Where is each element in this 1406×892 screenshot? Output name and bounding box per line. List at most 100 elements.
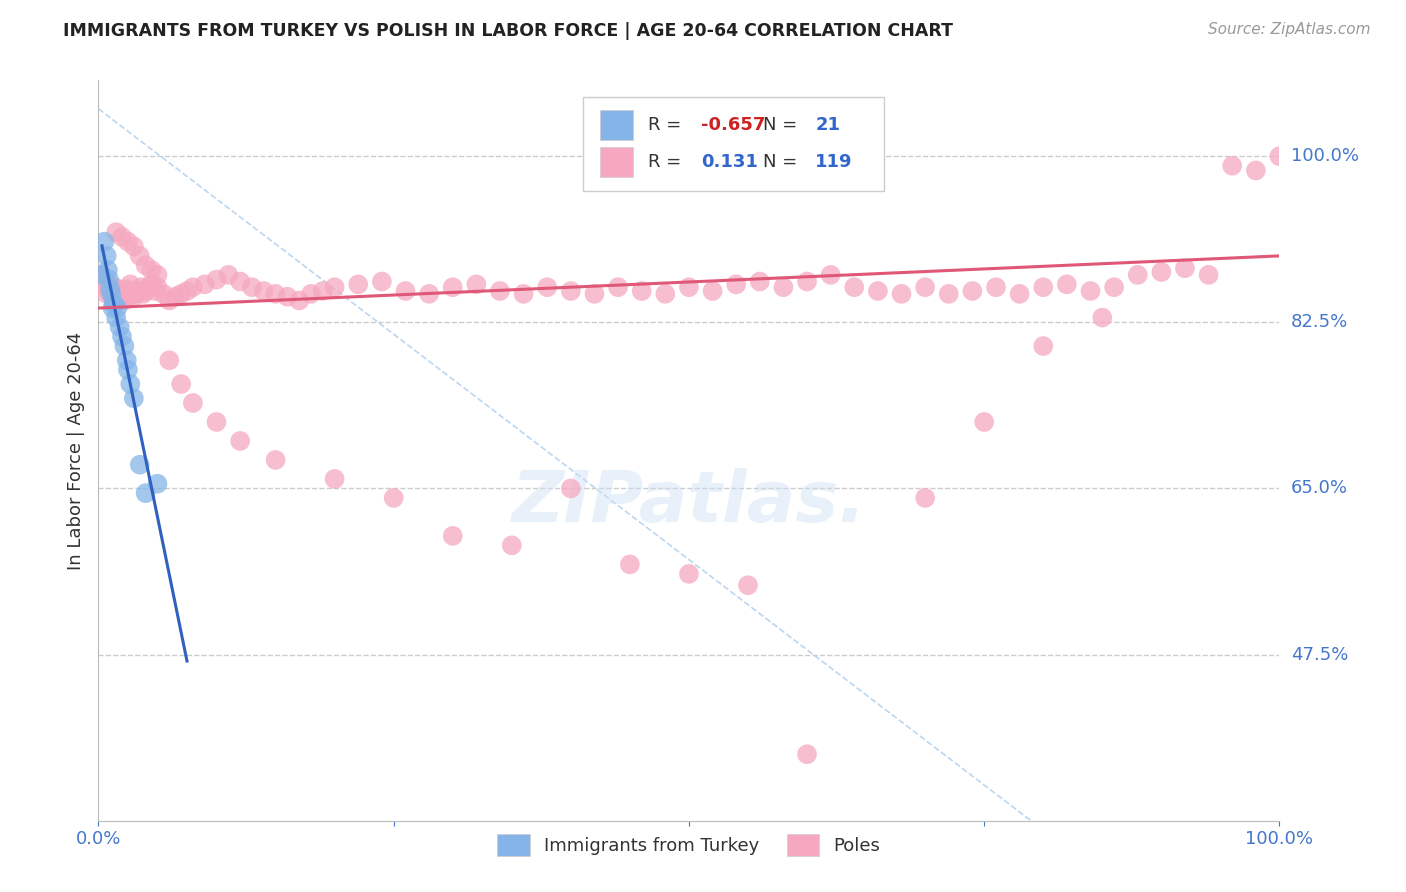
Point [117, 235, 139, 249]
Point [748, 275, 770, 289]
Point [323, 280, 346, 294]
Point [176, 284, 198, 298]
Point [141, 277, 163, 292]
Point [418, 286, 440, 301]
Point [103, 293, 125, 308]
Point [607, 280, 630, 294]
Point [96, 249, 118, 263]
Point [105, 310, 128, 325]
Point [98, 286, 121, 301]
Point [100, 284, 122, 298]
Point [111, 329, 134, 343]
Point [1032, 280, 1054, 294]
Point [1056, 277, 1078, 292]
Point [98, 282, 121, 296]
Point [143, 284, 166, 298]
Point [702, 284, 724, 298]
Point [1198, 268, 1220, 282]
Point [152, 286, 174, 301]
Point [820, 268, 842, 282]
Point [299, 286, 322, 301]
Point [135, 284, 157, 298]
Point [98, 272, 121, 286]
Point [276, 290, 298, 304]
Point [725, 277, 748, 292]
Text: 0.131: 0.131 [700, 153, 758, 170]
Point [105, 225, 128, 239]
Point [583, 286, 606, 301]
Point [110, 285, 132, 300]
Point [229, 434, 252, 448]
Point [984, 280, 1007, 294]
Point [128, 284, 150, 298]
Point [146, 268, 169, 282]
Point [104, 280, 127, 294]
Point [465, 277, 488, 292]
Point [1008, 286, 1031, 301]
Point [914, 280, 936, 294]
Point [240, 280, 263, 294]
Point [128, 249, 150, 263]
Point [441, 529, 464, 543]
Point [1032, 339, 1054, 353]
Point [560, 284, 582, 298]
Text: 21: 21 [815, 116, 841, 134]
Text: 47.5%: 47.5% [1291, 646, 1348, 664]
Point [170, 377, 193, 392]
Point [382, 491, 405, 505]
Point [678, 566, 700, 581]
Point [619, 558, 641, 572]
Point [441, 280, 464, 294]
Text: R =: R = [648, 116, 686, 134]
Point [1150, 265, 1173, 279]
Point [181, 280, 204, 294]
Point [112, 339, 135, 353]
Point [1268, 149, 1291, 163]
Point [157, 293, 180, 308]
Point [489, 284, 512, 298]
Point [630, 284, 652, 298]
Point [866, 284, 889, 298]
Point [121, 286, 143, 301]
Point [536, 280, 558, 294]
Point [115, 353, 138, 368]
Point [129, 280, 152, 294]
FancyBboxPatch shape [582, 96, 884, 191]
Point [181, 396, 204, 410]
Bar [600, 147, 634, 177]
Point [112, 293, 135, 308]
Point [170, 286, 193, 301]
Point [678, 280, 700, 294]
Point [217, 268, 239, 282]
Point [146, 280, 169, 294]
Point [229, 275, 252, 289]
Point [205, 415, 228, 429]
Point [796, 747, 818, 762]
Point [737, 578, 759, 592]
Point [91, 268, 114, 282]
Text: R =: R = [648, 153, 686, 170]
Point [347, 277, 370, 292]
Point [312, 284, 335, 298]
Point [194, 277, 217, 292]
Point [120, 277, 142, 292]
Point [938, 286, 960, 301]
Point [122, 239, 145, 253]
Point [1091, 310, 1114, 325]
Point [108, 320, 131, 334]
Point [94, 277, 117, 292]
Point [844, 280, 866, 294]
Point [890, 286, 912, 301]
Point [323, 472, 346, 486]
Point [962, 284, 984, 298]
Point [1244, 163, 1267, 178]
Point [253, 284, 276, 298]
Point [93, 272, 115, 286]
Text: 100.0%: 100.0% [1291, 147, 1358, 165]
Point [105, 301, 128, 315]
Point [112, 290, 135, 304]
Point [796, 275, 818, 289]
Point [122, 391, 145, 405]
Point [128, 458, 150, 472]
Point [1102, 280, 1125, 294]
